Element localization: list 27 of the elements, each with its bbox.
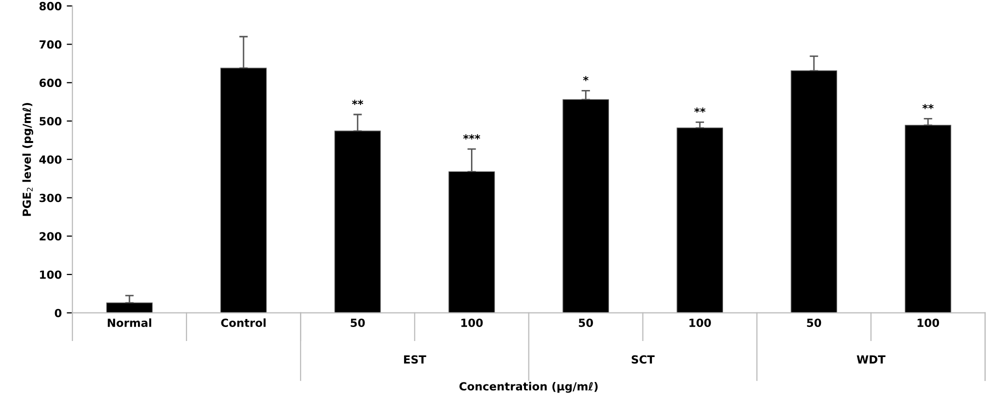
data-label: ** (352, 100, 364, 105)
data-label: * (583, 76, 588, 82)
y-tick-label: 100 (40, 270, 62, 279)
y-tick-label: 700 (40, 40, 62, 49)
x-axis-title: Concentration (μg/mℓ) (459, 382, 598, 393)
y-tick-label: 500 (40, 117, 62, 126)
x-tick-label: 100 (461, 318, 483, 327)
x-tick-label: 50 (578, 318, 593, 327)
text: WDT (856, 355, 886, 364)
x-tick-label: 100 (690, 318, 711, 327)
y-tick-label: 200 (40, 232, 62, 240)
text: EST (404, 355, 426, 364)
y-tick-label: 300 (40, 194, 62, 202)
text: SCT (632, 355, 655, 364)
x-tick-label: 100 (918, 318, 940, 327)
x-tick-label: 50 (350, 318, 365, 327)
y-tick-label: 400 (39, 155, 62, 164)
y-tick-label: 0 (54, 308, 62, 318)
y-axis-title: PGE$_{2}$ level (pg/mℓ) (22, 102, 34, 216)
data-label: ** (922, 104, 934, 110)
y-tick-label: 800 (39, 2, 62, 10)
x-tick-label: 50 (807, 318, 822, 327)
data-label: *** (463, 134, 480, 140)
y-tick-label: 600 (39, 78, 62, 88)
x-tick-label: Control (221, 318, 266, 327)
x-tick-label: Normal (108, 318, 152, 327)
data-label: ** (694, 107, 706, 113)
